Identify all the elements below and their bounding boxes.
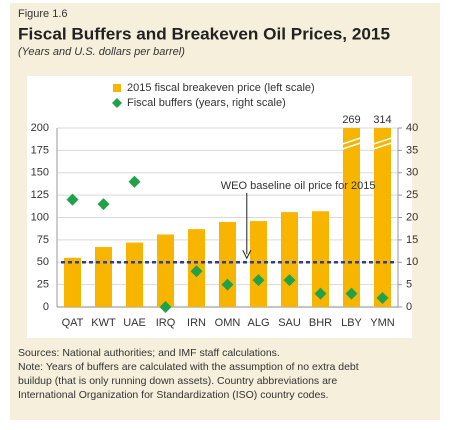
- marker: [97, 198, 110, 211]
- bar-break: [342, 142, 361, 150]
- bar: [281, 212, 298, 307]
- marker: [66, 193, 79, 206]
- bar: [250, 221, 267, 307]
- bar: [157, 234, 174, 307]
- y-tick-label: 75: [37, 234, 49, 246]
- legend-label: Fiscal buffers (years, right scale): [127, 97, 286, 109]
- bar: [374, 128, 391, 307]
- y2-tick-label: 20: [406, 211, 418, 223]
- data-label: 314: [373, 114, 391, 126]
- note: Note: Years of buffers are calculated wi…: [18, 361, 359, 373]
- x-tick-label: KWT: [91, 317, 116, 329]
- bar: [95, 247, 112, 307]
- chart-subtitle: (Years and U.S. dollars per barrel): [18, 46, 185, 58]
- y2-tick-label: 40: [406, 122, 418, 134]
- note: International Organization for Standardi…: [18, 389, 329, 401]
- marker: [376, 292, 389, 305]
- bar: [64, 257, 81, 307]
- bar-break: [373, 137, 392, 145]
- x-tick-label: LBY: [341, 317, 362, 329]
- annotation: WEO baseline oil price for 2015: [221, 180, 376, 192]
- marker: [128, 175, 141, 188]
- x-tick-label: QAT: [62, 317, 84, 329]
- bar: [126, 242, 143, 307]
- chart-title: Fiscal Buffers and Breakeven Oil Prices,…: [18, 24, 390, 43]
- marker: [190, 265, 203, 278]
- legend-swatch: [112, 98, 122, 108]
- x-tick-label: IRN: [187, 317, 206, 329]
- marker: [345, 287, 358, 300]
- marker: [221, 278, 234, 291]
- bar: [343, 128, 360, 307]
- y2-tick-label: 35: [406, 144, 418, 156]
- x-tick-label: IRQ: [156, 317, 176, 329]
- y2-tick-label: 15: [406, 234, 418, 246]
- y2-tick-label: 0: [406, 301, 412, 313]
- bar-break: [342, 137, 361, 145]
- note: buildup (that is only running down asset…: [18, 375, 337, 387]
- annotation-arrowhead: [242, 250, 252, 260]
- y-tick-label: 200: [31, 122, 49, 134]
- y2-tick-label: 5: [406, 279, 412, 291]
- y-tick-label: 175: [31, 144, 49, 156]
- bar: [312, 211, 329, 307]
- x-tick-label: UAE: [123, 317, 146, 329]
- y-tick-label: 100: [31, 211, 49, 223]
- y-tick-label: 0: [43, 301, 49, 313]
- x-tick-label: ALG: [247, 317, 269, 329]
- bar-break: [373, 142, 392, 150]
- figure-label: Figure 1.6: [18, 8, 68, 20]
- y-tick-label: 50: [37, 256, 49, 268]
- bar: [219, 221, 236, 307]
- marker: [159, 301, 172, 313]
- data-label: 269: [342, 114, 360, 126]
- legend-swatch: [113, 84, 121, 92]
- y-tick-label: 150: [31, 167, 49, 179]
- x-tick-label: BHR: [309, 317, 332, 329]
- y-tick-label: 25: [37, 279, 49, 291]
- marker: [283, 274, 296, 287]
- y2-tick-label: 30: [406, 167, 418, 179]
- x-tick-label: YMN: [370, 317, 395, 329]
- y2-tick-label: 25: [406, 189, 418, 201]
- y2-tick-label: 10: [406, 256, 418, 268]
- legend-label: 2015 fiscal breakeven price (left scale): [127, 82, 315, 94]
- marker: [252, 274, 265, 287]
- y-tick-label: 125: [31, 189, 49, 201]
- x-tick-label: OMN: [215, 317, 241, 329]
- marker: [314, 287, 327, 300]
- note: Sources: National authorities; and IMF s…: [18, 347, 280, 359]
- x-tick-label: SAU: [278, 317, 301, 329]
